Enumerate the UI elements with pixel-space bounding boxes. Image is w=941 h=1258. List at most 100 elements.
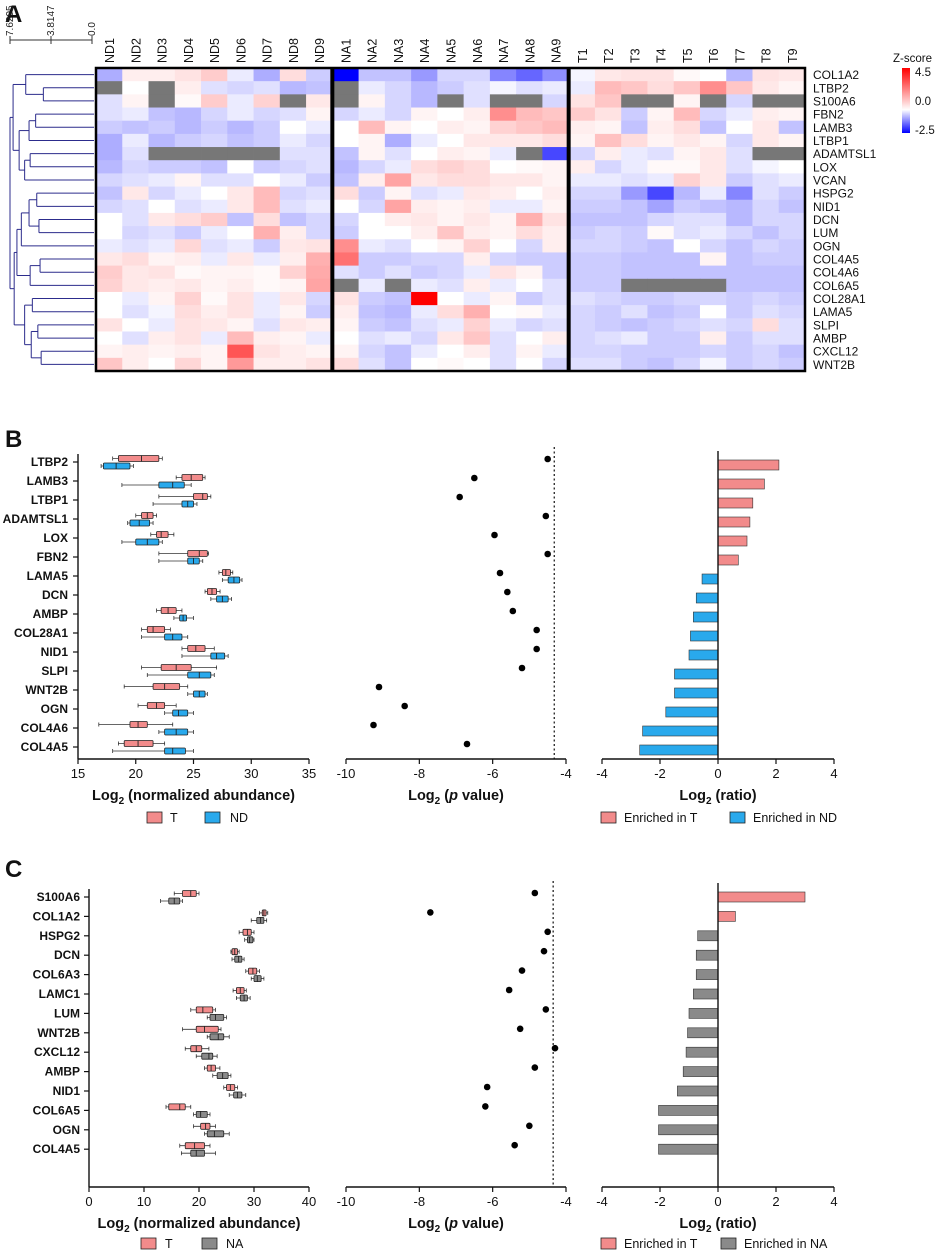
heatmap-cell — [253, 173, 281, 187]
heatmap-cell — [96, 186, 123, 201]
heatmap-cell — [96, 265, 123, 280]
heatmap-cell — [96, 278, 123, 293]
legend-swatch-t — [140, 1237, 157, 1250]
x-axis-title: Log2 (normalized abundance) — [98, 1216, 301, 1235]
x-axis-title: Log2 (ratio) — [679, 788, 756, 807]
heatmap-cell — [516, 252, 543, 267]
pvalue-point — [509, 607, 517, 615]
heatmap-cell — [778, 305, 806, 319]
heatmap-cell — [122, 357, 149, 372]
protein-label: OGN — [53, 1123, 80, 1137]
heatmap-cell — [148, 81, 176, 95]
heatmap-cell — [542, 318, 570, 332]
heatmap-cell — [174, 318, 202, 332]
heatmap-cell — [148, 226, 176, 240]
heatmap-cell — [437, 81, 465, 95]
heatmap-cell — [752, 318, 780, 332]
box-t — [146, 702, 166, 709]
heatmap-column-label: NA1 — [339, 39, 353, 63]
heatmap-cell — [306, 160, 333, 174]
heatmap-cell — [411, 278, 438, 293]
pvalue-point — [544, 455, 551, 463]
heatmap-cell — [411, 226, 438, 240]
box-t — [152, 683, 181, 690]
x-tick-label: -10 — [337, 1194, 356, 1209]
heatmap-cell — [96, 305, 123, 319]
ratio-bar — [717, 459, 780, 471]
heatmap-cell — [227, 265, 254, 280]
heatmap-cell — [174, 291, 202, 306]
x-tick-label: 40 — [302, 1194, 316, 1209]
heatmap-cell — [148, 278, 176, 293]
heatmap-cell — [594, 68, 622, 82]
heatmap-cell — [489, 291, 517, 306]
heatmap-cell — [463, 133, 491, 148]
heatmap-cell — [463, 252, 491, 267]
heatmap-cell — [726, 318, 753, 332]
heatmap-cell — [332, 212, 359, 227]
heatmap-cell — [122, 94, 149, 108]
heatmap-cell — [568, 252, 596, 267]
heatmap-cell — [384, 199, 412, 214]
heatmap-row-label: LAMB3 — [813, 121, 853, 135]
panel-c-boxplot: S100A6 COL1A2 HSPG2 DCN COL6A3 LAMC1 LUM WNT2B C… — [33, 889, 316, 1235]
heatmap-cell — [122, 133, 149, 148]
dendro-scale-min: 0.0 — [87, 22, 98, 36]
heatmap-cell — [752, 81, 780, 95]
pvalue-point — [516, 1025, 524, 1033]
heatmap-cell — [384, 68, 412, 82]
heatmap-cell — [384, 252, 412, 267]
heatmap-cell — [411, 160, 438, 174]
heatmap-cell — [778, 226, 806, 240]
heatmap-cell — [122, 278, 149, 293]
pvalue-point — [533, 645, 540, 653]
heatmap-cell — [122, 252, 149, 267]
heatmap-cell — [778, 68, 806, 82]
x-tick-label: -10 — [337, 766, 356, 781]
heatmap-cell — [594, 291, 622, 306]
ratio-bar — [717, 497, 754, 509]
heatmap-cell — [122, 173, 149, 187]
heatmap-cell — [489, 226, 517, 240]
heatmap-cell — [594, 107, 622, 122]
heatmap-row-label: NID1 — [813, 200, 841, 214]
heatmap-cell — [647, 226, 675, 240]
heatmap-cell — [647, 160, 675, 174]
protein-label: LAMA5 — [27, 569, 69, 583]
heatmap-cell — [463, 344, 491, 359]
heatmap-cell — [516, 318, 543, 332]
legend-label-enriched-nd: Enriched in ND — [753, 811, 837, 825]
heatmap-cell — [174, 81, 202, 95]
pvalue-point — [505, 986, 513, 994]
heatmap-cell — [437, 344, 465, 359]
heatmap-cell — [411, 305, 438, 319]
heatmap-row-label: WNT2B — [813, 358, 855, 372]
heatmap-cell — [673, 199, 701, 214]
heatmap-cell — [489, 133, 517, 148]
heatmap-cell — [621, 278, 648, 293]
x-axis-title-end: value) — [458, 788, 504, 804]
ratio-bar — [717, 516, 751, 528]
ratio-bar — [687, 1027, 719, 1039]
heatmap-cell — [778, 160, 806, 174]
heatmap-cell — [516, 173, 543, 187]
heatmap-cell — [463, 81, 491, 95]
heatmap-cell — [279, 68, 307, 82]
heatmap-cell — [594, 160, 622, 174]
heatmap-row-label: LUM — [813, 226, 838, 240]
heatmap-cell — [122, 305, 149, 319]
pvalue-point — [540, 947, 548, 955]
pvalue-point — [491, 531, 498, 539]
heatmap-cell — [463, 265, 491, 280]
heatmap-cell — [542, 226, 570, 240]
heatmap-cell — [411, 94, 438, 108]
box-t — [195, 1025, 219, 1033]
heatmap-cell — [516, 68, 543, 82]
legend-label-t: T — [165, 1237, 173, 1251]
heatmap-cell — [96, 94, 123, 108]
heatmap-cell — [594, 133, 622, 148]
heatmap-cell — [279, 265, 307, 280]
heatmap-cell — [96, 120, 123, 135]
heatmap-cell — [568, 331, 596, 346]
